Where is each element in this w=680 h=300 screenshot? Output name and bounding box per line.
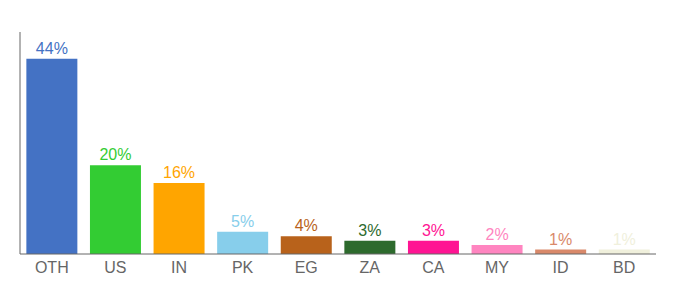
svg-text:PK: PK [232, 259, 254, 276]
svg-text:ID: ID [553, 259, 569, 276]
svg-text:IN: IN [171, 259, 187, 276]
svg-text:1%: 1% [549, 231, 572, 248]
svg-text:2%: 2% [485, 226, 508, 243]
svg-text:US: US [104, 259, 126, 276]
svg-text:ZA: ZA [360, 259, 381, 276]
svg-text:OTH: OTH [35, 259, 69, 276]
svg-text:4%: 4% [295, 217, 318, 234]
svg-text:16%: 16% [163, 164, 195, 181]
svg-text:5%: 5% [231, 213, 254, 230]
svg-text:3%: 3% [358, 222, 381, 239]
svg-text:44%: 44% [36, 40, 68, 57]
svg-text:CA: CA [422, 259, 445, 276]
svg-text:3%: 3% [422, 222, 445, 239]
svg-text:1%: 1% [613, 231, 636, 248]
svg-text:BD: BD [613, 259, 635, 276]
svg-text:MY: MY [485, 259, 509, 276]
svg-text:20%: 20% [99, 146, 131, 163]
svg-text:EG: EG [295, 259, 318, 276]
